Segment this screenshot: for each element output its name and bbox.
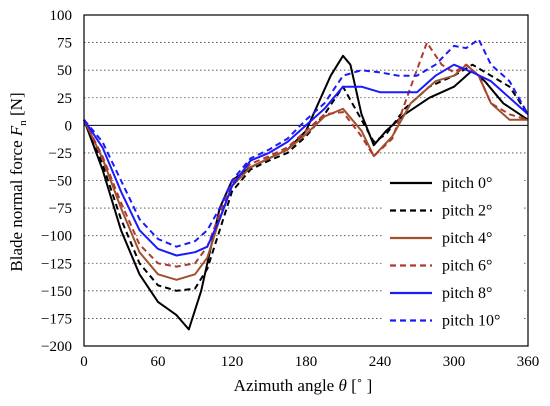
x-tick-labels: 0 60 120 180 240 300 360 xyxy=(80,354,539,370)
legend-label-0: pitch 0° xyxy=(442,175,492,192)
plot-frame xyxy=(83,14,529,347)
y-tick-label: −25 xyxy=(49,146,72,162)
y-tick-label: 0 xyxy=(65,118,73,134)
series-group xyxy=(83,38,529,331)
y-axis-label: Blade normal force Fn [N] xyxy=(7,92,29,271)
series-line-3 xyxy=(83,41,529,268)
x-tick-label: 0 xyxy=(80,354,88,370)
x-tick-label: 360 xyxy=(517,354,540,370)
y-tick-label: −75 xyxy=(49,201,72,217)
legend-label-2: pitch 4° xyxy=(442,230,492,247)
x-tick-label: 120 xyxy=(221,354,244,370)
legend: pitch 0° pitch 2° pitch 4° pitch 6° pitch 8°… xyxy=(390,175,500,330)
y-tick-label: −100 xyxy=(41,229,72,245)
y-tick-label: −150 xyxy=(41,284,72,300)
legend-box xyxy=(384,170,522,340)
legend-label-3: pitch 6° xyxy=(442,258,492,275)
series-line-1 xyxy=(83,63,529,292)
y-tick-label: 50 xyxy=(57,63,72,79)
y-tick-label: −175 xyxy=(41,311,72,327)
legend-label-5: pitch 10° xyxy=(442,313,500,330)
x-axis-label: Azimuth angle θ [˚ ] xyxy=(234,376,373,395)
x-tick-label: 240 xyxy=(369,354,392,370)
y-tick-label: −125 xyxy=(41,256,72,272)
y-tick-label: 100 xyxy=(50,8,73,24)
x-tick-label: 60 xyxy=(151,354,166,370)
x-tick-label: 180 xyxy=(295,354,318,370)
series-line-0 xyxy=(83,54,529,331)
y-tick-label: −50 xyxy=(49,174,72,190)
y-tick-labels: 100 75 50 25 0 −25 −50 −75 −100 −125 −150 −175 −200 xyxy=(41,8,72,355)
y-tick-label: 75 xyxy=(57,36,72,52)
series-line-4 xyxy=(83,63,529,257)
series-line-5 xyxy=(83,38,529,248)
y-tick-label: −200 xyxy=(41,339,72,355)
legend-label-1: pitch 2° xyxy=(442,203,492,220)
y-tick-label: 25 xyxy=(57,91,72,107)
x-tick-label: 300 xyxy=(443,354,466,370)
legend-label-4: pitch 8° xyxy=(442,285,492,302)
